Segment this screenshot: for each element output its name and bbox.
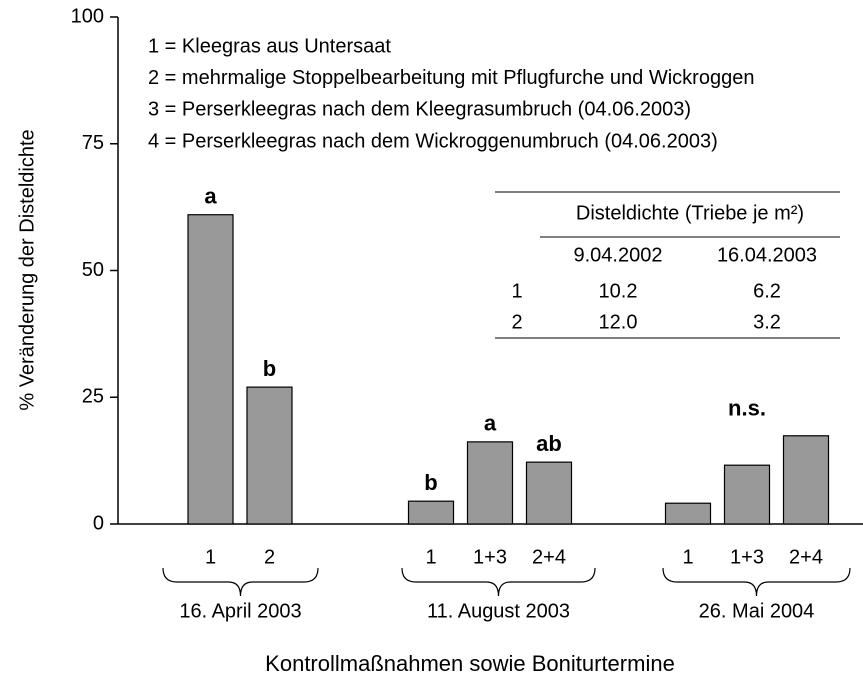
- legend-item: 4 = Perserkleegras nach dem Wickroggenum…: [148, 130, 718, 152]
- group-brace: [662, 567, 851, 597]
- bar: [187, 214, 234, 525]
- legend-item: 3 = Perserkleegras nach dem Kleegrasumbr…: [148, 99, 691, 121]
- y-tick-label: 0: [93, 512, 104, 534]
- significance-letter: a: [484, 411, 497, 436]
- x-tick-label: 1: [682, 546, 693, 568]
- bar: [525, 461, 573, 525]
- significance-letter: a: [204, 184, 217, 209]
- y-tick-label: 50: [82, 259, 104, 281]
- significance-letter: b: [424, 470, 437, 495]
- x-tick-label: 2+4: [532, 546, 566, 568]
- significance-letter: b: [263, 356, 276, 381]
- y-tick-label: 100: [71, 5, 104, 27]
- table-column: 16.04.2003: [717, 244, 817, 266]
- group-label: 11. August 2003: [427, 600, 570, 622]
- x-tick-label: 2+4: [789, 546, 823, 568]
- table-cell: 3.2: [753, 311, 781, 333]
- x-tick-label: 1+3: [473, 546, 507, 568]
- table-cell: 12.0: [599, 311, 638, 333]
- significance-letter: ab: [536, 431, 562, 456]
- x-tick-label: 2: [264, 546, 275, 568]
- table-column: 9.04.2002: [574, 244, 663, 266]
- x-axis-title: Kontrollmaßnahmen sowie Boniturtermine: [265, 651, 675, 676]
- table-cell: 1: [511, 280, 522, 302]
- legend-item: 2 = mehrmalige Stoppelbearbeitung mit Pf…: [148, 67, 754, 89]
- y-tick-label: 75: [82, 132, 104, 154]
- bar: [407, 500, 455, 525]
- bar: [246, 386, 293, 525]
- x-tick-label: 1+3: [730, 546, 764, 568]
- bar: [466, 441, 514, 525]
- y-axis-title: % Veränderung der Disteldichte: [16, 129, 38, 410]
- group-brace: [162, 567, 319, 597]
- significance-note: n.s.: [728, 396, 766, 421]
- group-brace: [401, 567, 596, 597]
- table-cell: 2: [511, 311, 522, 333]
- bar: [782, 435, 830, 525]
- x-tick-label: 1: [425, 546, 436, 568]
- bar: [723, 464, 771, 525]
- y-tick-label: 25: [82, 386, 104, 408]
- table-cell: 6.2: [753, 280, 781, 302]
- group-label: 16. April 2003: [179, 600, 301, 622]
- table-title: Disteldichte (Triebe je m²): [576, 202, 804, 224]
- table-cell: 10.2: [599, 280, 638, 302]
- bar: [664, 502, 712, 525]
- x-tick-label: 1: [205, 546, 216, 568]
- group-label: 26. Mai 2004: [699, 600, 815, 622]
- legend-item: 1 = Kleegras aus Untersaat: [148, 35, 391, 57]
